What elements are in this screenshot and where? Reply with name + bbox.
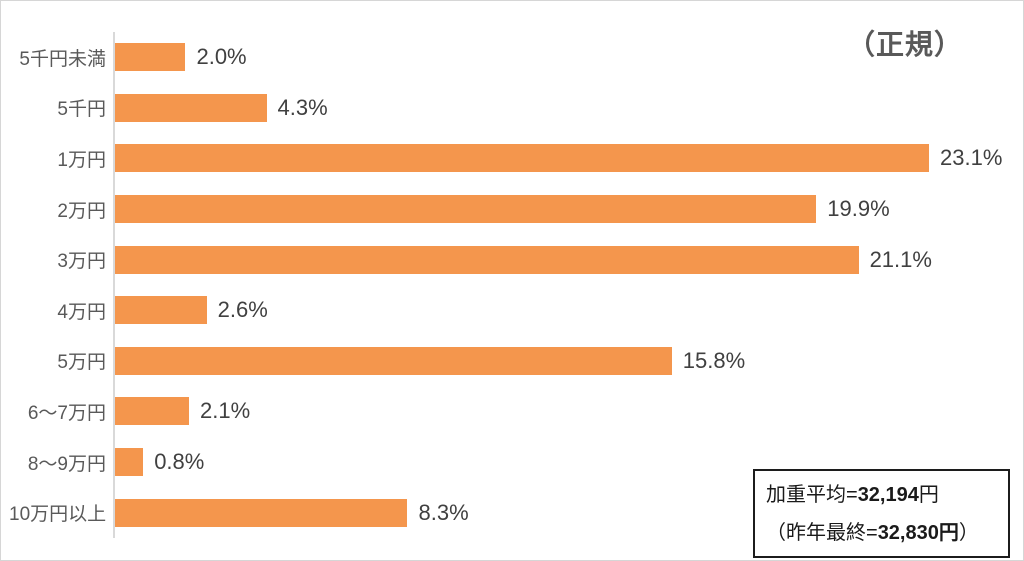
chart-title: （正規） xyxy=(847,29,964,60)
bar-row: 5千円未満 2.0% xyxy=(9,32,1013,83)
value-label: 21.1% xyxy=(869,246,932,272)
value-label: 23.1% xyxy=(940,145,1003,171)
value-label: 2.0% xyxy=(196,44,247,70)
bar xyxy=(115,195,817,224)
annotation-value-1: 32,194 xyxy=(857,484,919,506)
category-label: 3万円 xyxy=(57,251,106,273)
bar-row: 4万円 2.6% xyxy=(9,284,1013,336)
category-label: 10万円以上 xyxy=(9,504,107,526)
bar-area: 0.8% xyxy=(113,436,1013,488)
bar-area: 2.0% xyxy=(113,32,1013,83)
bar xyxy=(115,93,267,122)
bar xyxy=(115,296,207,325)
bar-area: 21.1% xyxy=(113,234,1013,285)
bar-area: 15.8% xyxy=(113,335,1013,387)
bar-area: 2.1% xyxy=(113,386,1013,437)
category-label: 5千円 xyxy=(57,99,106,121)
value-label: 4.3% xyxy=(277,94,328,120)
category-label: 5万円 xyxy=(57,352,106,374)
annotation-line-2: （昨年最終=32,830円） xyxy=(766,522,979,544)
value-label: 19.9% xyxy=(827,196,890,222)
weighted-average-annotation: 加重平均=32,194円 （昨年最終=32,830円） xyxy=(753,469,1010,558)
bar xyxy=(115,346,672,375)
bar-row: 3万円 21.1% xyxy=(9,234,1013,285)
bar xyxy=(115,448,144,477)
bar-chart: 5千円未満 2.0% 5千円 4.3% 1万円 23.1% 2万円 19.9% 3万円 21.1%… xyxy=(9,32,1013,538)
bar xyxy=(115,144,930,173)
bar xyxy=(115,498,408,527)
category-label: 5千円未満 xyxy=(19,48,106,70)
bar xyxy=(115,397,189,426)
bar-row: 8〜9万円 0.8% xyxy=(9,436,1013,488)
bar-area: 19.9% xyxy=(113,183,1013,235)
bar xyxy=(115,43,186,72)
value-label: 2.1% xyxy=(200,398,251,424)
value-label: 15.8% xyxy=(682,347,746,373)
category-label: 1万円 xyxy=(57,149,106,171)
category-label: 2万円 xyxy=(57,200,106,222)
category-label: 8〜9万円 xyxy=(27,453,106,475)
bar xyxy=(115,245,859,274)
value-label: 2.6% xyxy=(217,297,268,323)
bar-row: 5万円 15.8% xyxy=(9,335,1013,387)
bar-row: 1万円 23.1% xyxy=(9,133,1013,184)
bar-row: 5千円 4.3% xyxy=(9,82,1013,134)
annotation-value-2: 32,830円 xyxy=(877,522,959,544)
bar-row: 2万円 19.9% xyxy=(9,183,1013,235)
bar-row: 6〜7万円 2.1% xyxy=(9,386,1013,437)
category-label: 4万円 xyxy=(57,301,106,323)
bar-area: 4.3% xyxy=(113,82,1013,134)
value-label: 8.3% xyxy=(418,499,469,525)
bar-area: 23.1% xyxy=(113,133,1013,184)
value-label: 0.8% xyxy=(154,449,205,475)
bar-area: 2.6% xyxy=(113,284,1013,336)
bar-row: 10万円以上 8.3% xyxy=(9,487,1013,538)
bar-area: 8.3% xyxy=(113,487,1013,538)
annotation-line-1: 加重平均=32,194円 xyxy=(766,484,939,506)
category-label: 6〜7万円 xyxy=(27,402,106,424)
